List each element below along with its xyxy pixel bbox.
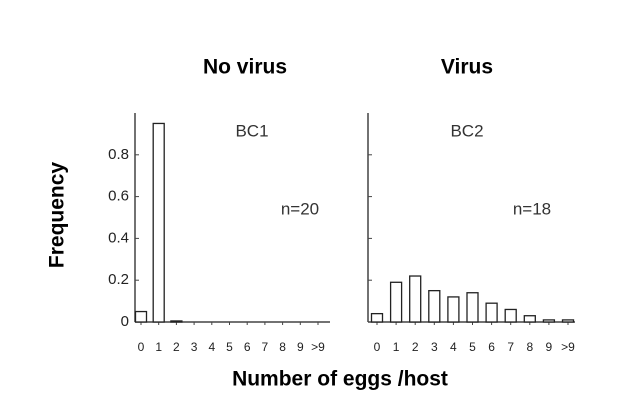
x-tick-label: 3 bbox=[431, 340, 438, 354]
bar bbox=[428, 289, 441, 323]
bar bbox=[170, 320, 183, 323]
annotation: BC2 bbox=[450, 121, 483, 140]
x-axis-label: Number of eggs /host bbox=[232, 368, 448, 391]
annotation: n=18 bbox=[513, 199, 551, 218]
x-tick-label: 4 bbox=[208, 340, 215, 354]
bar bbox=[523, 315, 536, 323]
y-tick-label: 0.2 bbox=[108, 271, 129, 288]
x-tick-label: 0 bbox=[374, 340, 381, 354]
bar bbox=[152, 122, 165, 323]
x-tick-label: 5 bbox=[226, 340, 233, 354]
x-tick-label: 3 bbox=[191, 340, 198, 354]
annotation: BC1 bbox=[235, 121, 268, 140]
bar bbox=[134, 310, 148, 323]
panel-title: Virus bbox=[441, 56, 493, 79]
y-tick-label: 0 bbox=[121, 313, 129, 330]
x-tick-label: 4 bbox=[450, 340, 457, 354]
x-tick-label: 1 bbox=[155, 340, 162, 354]
bar bbox=[409, 275, 422, 323]
x-tick-label: >9 bbox=[561, 340, 575, 354]
x-tick-label: 2 bbox=[173, 340, 180, 354]
bar bbox=[447, 296, 460, 323]
x-tick-label: 9 bbox=[546, 340, 553, 354]
x-tick-label: 7 bbox=[262, 340, 269, 354]
x-tick-label: 2 bbox=[412, 340, 419, 354]
bar bbox=[466, 292, 479, 323]
bar bbox=[561, 319, 575, 323]
y-tick-label: 0.6 bbox=[108, 188, 129, 205]
y-tick-label: 0.8 bbox=[108, 146, 129, 163]
x-tick-label: 5 bbox=[469, 340, 476, 354]
x-tick-label: 8 bbox=[279, 340, 286, 354]
panel-title: No virus bbox=[203, 56, 287, 79]
bar bbox=[542, 319, 556, 323]
bar bbox=[370, 312, 384, 323]
bar bbox=[389, 281, 403, 323]
x-tick-label: 9 bbox=[297, 340, 304, 354]
bar bbox=[485, 302, 498, 323]
x-tick-label: 7 bbox=[507, 340, 514, 354]
x-tick-label: 1 bbox=[393, 340, 400, 354]
y-axis-label: Frequency bbox=[46, 162, 69, 269]
x-tick-label: >9 bbox=[311, 340, 325, 354]
bar bbox=[504, 308, 517, 323]
x-tick-label: 6 bbox=[244, 340, 251, 354]
annotation: n=20 bbox=[281, 199, 319, 218]
x-tick-label: 6 bbox=[488, 340, 495, 354]
y-tick-label: 0.4 bbox=[108, 229, 129, 246]
x-tick-label: 8 bbox=[526, 340, 533, 354]
x-tick-label: 0 bbox=[138, 340, 145, 354]
